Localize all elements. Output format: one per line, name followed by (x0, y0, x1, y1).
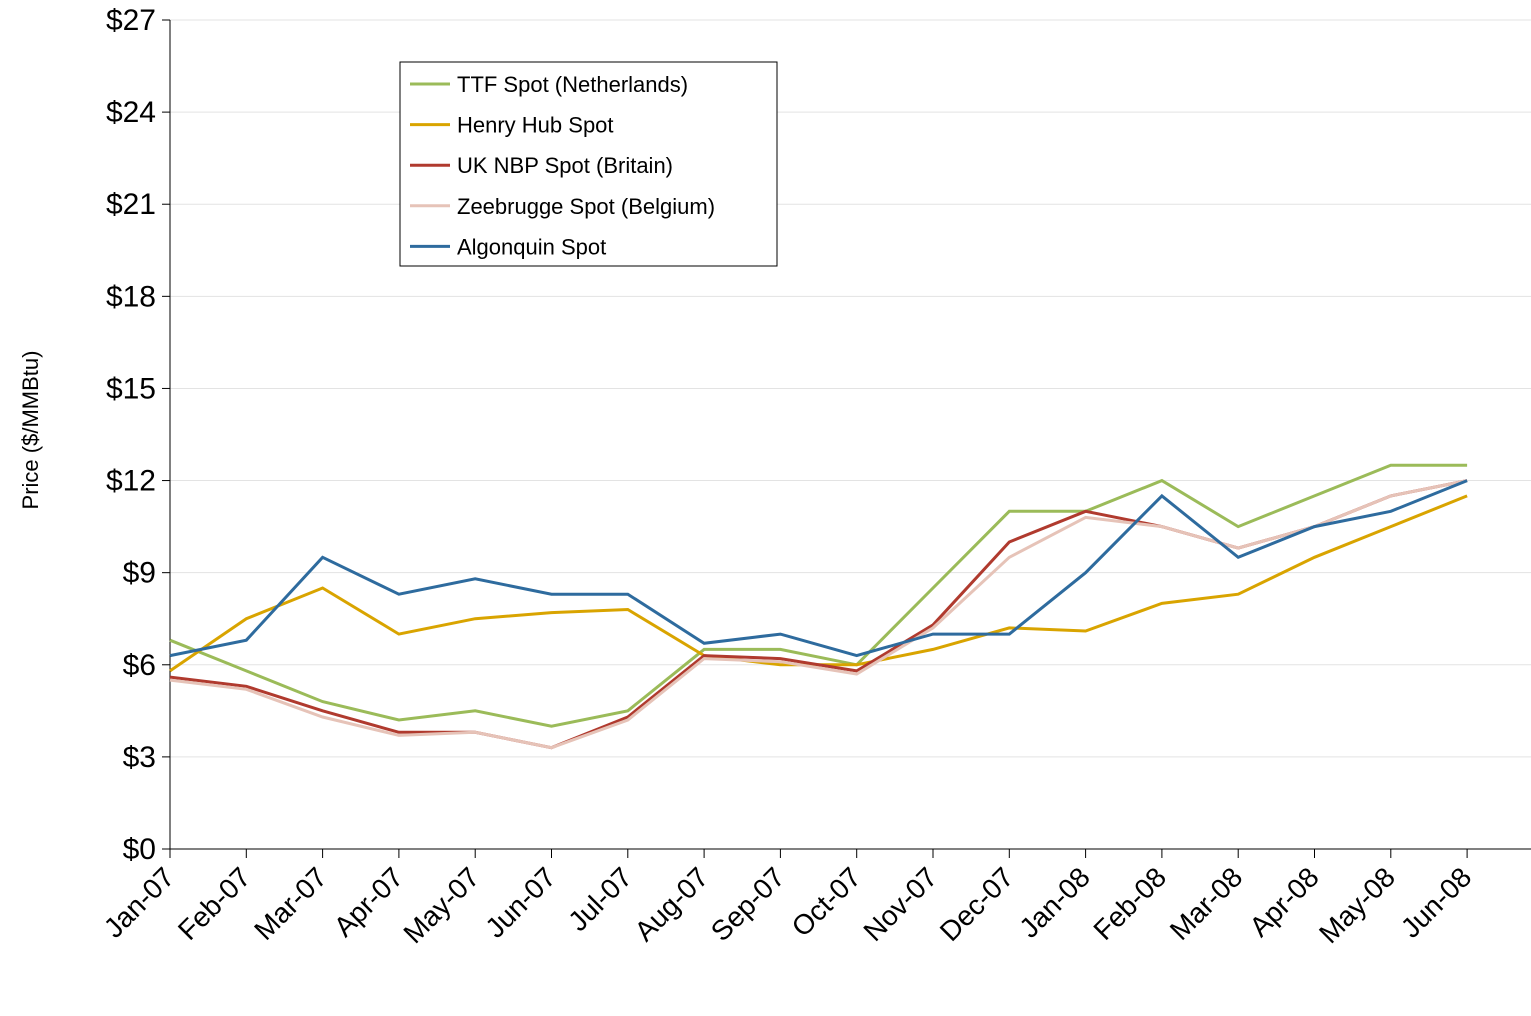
x-tick-label: Apr-07 (328, 861, 409, 942)
x-tick-label: Apr-08 (1243, 861, 1324, 942)
y-tick-label: $24 (106, 96, 156, 129)
y-tick-label: $3 (123, 741, 156, 774)
x-tick-label: Feb-07 (172, 861, 257, 946)
series-line (169, 463, 1468, 728)
x-tick-label: Aug-07 (629, 861, 715, 947)
y-tick-label: $9 (123, 557, 156, 590)
legend-label: Zeebrugge Spot (Belgium) (457, 194, 715, 219)
x-tick-label: May-08 (1313, 861, 1401, 949)
x-tick-label: May-07 (397, 861, 485, 949)
y-tick-label: $27 (106, 4, 156, 37)
y-tick-label: $0 (123, 833, 156, 866)
x-tick-label: Oct-07 (786, 861, 867, 942)
x-tick-label: Mar-08 (1164, 861, 1249, 946)
x-tick-label: Sep-07 (705, 861, 791, 947)
x-tick-label: Mar-07 (248, 861, 333, 946)
series-line (169, 479, 1468, 750)
legend-label: UK NBP Spot (Britain) (457, 153, 673, 178)
x-tick-label: Jun-07 (479, 861, 561, 943)
y-tick-label: $15 (106, 372, 156, 405)
y-tick-label: $18 (106, 280, 156, 313)
series-line (169, 479, 1468, 658)
legend-label: Algonquin Spot (457, 234, 606, 259)
x-tick-label: Jul-07 (562, 861, 638, 937)
x-tick-label: Jun-08 (1395, 861, 1477, 943)
x-tick-label: Jan-08 (1013, 861, 1095, 943)
x-tick-label: Feb-08 (1087, 861, 1172, 946)
legend-label: Henry Hub Spot (457, 113, 614, 138)
y-axis-label: Price ($/MMBtu) (18, 351, 43, 510)
legend-box (399, 61, 778, 267)
y-tick-label: $6 (123, 649, 156, 682)
y-tick-label: $21 (106, 188, 156, 221)
x-tick-label: Nov-07 (857, 861, 943, 947)
legend-label: TTF Spot (Netherlands) (457, 72, 688, 97)
x-tick-label: Dec-07 (934, 861, 1020, 947)
y-tick-label: $12 (106, 465, 156, 498)
x-tick-label: Jan-07 (98, 861, 180, 943)
